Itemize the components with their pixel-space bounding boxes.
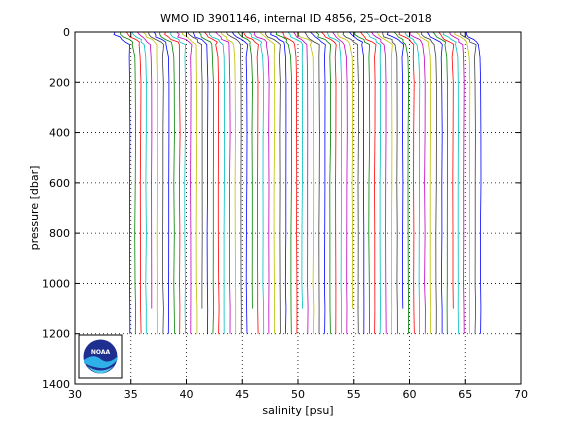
grid-lines: [75, 32, 521, 384]
profile-line: [137, 31, 153, 309]
x-tick-label: 55: [347, 388, 361, 401]
profile-line: [360, 31, 377, 334]
profile-line: [131, 31, 147, 334]
x-tick-label: 65: [458, 388, 472, 401]
y-tick-label: 800: [49, 227, 70, 240]
profile-line: [282, 31, 298, 334]
profile-line: [449, 31, 465, 334]
profile-line: [226, 31, 242, 334]
y-tick-label: 600: [49, 177, 70, 190]
y-tick-label: 1400: [42, 378, 70, 391]
profile-line: [125, 31, 142, 334]
profile-line: [421, 31, 437, 334]
profile-line: [438, 31, 455, 309]
profile-line: [442, 31, 459, 334]
profile-line: [215, 31, 231, 334]
x-tick-label: 50: [291, 388, 305, 401]
profile-line: [259, 31, 276, 334]
profile-line: [415, 31, 432, 334]
y-tick-label: 0: [63, 26, 70, 39]
chart-title: WMO ID 3901146, internal ID 4856, 25–Oct…: [160, 12, 432, 25]
profile-line: [208, 31, 225, 334]
y-tick-label: 400: [49, 127, 70, 140]
profile-line: [404, 31, 421, 334]
profile-line: [426, 31, 443, 334]
y-axis-label: pressure [dbar]: [28, 166, 41, 251]
profile-line: [326, 31, 343, 334]
profile-line: [153, 31, 170, 334]
profile-line: [148, 31, 165, 334]
x-tick-label: 60: [403, 388, 417, 401]
profile-line: [342, 31, 359, 334]
profile-line: [275, 31, 293, 334]
x-axis-label: salinity [psu]: [262, 404, 333, 417]
profile-line: [270, 31, 287, 334]
profile-line: [304, 31, 320, 334]
profile-line: [386, 31, 405, 309]
profile-line: [231, 31, 249, 334]
profile-line: [393, 31, 410, 334]
profile-line: [371, 31, 387, 334]
profile-line: [192, 31, 209, 334]
profile-line: [287, 31, 304, 309]
profile-line: [164, 31, 181, 334]
profile-line: [176, 31, 193, 334]
profile-line: [187, 31, 203, 309]
x-tick-label: 30: [68, 388, 82, 401]
noaa-logo-text: NOAA: [91, 349, 111, 356]
profile-line: [332, 31, 348, 334]
profile-line: [321, 31, 337, 334]
y-tick-label: 1000: [42, 277, 70, 290]
profile-line: [348, 31, 365, 334]
profile-line: [297, 31, 315, 334]
profile-line: [293, 31, 309, 334]
y-tick-label: 1200: [42, 328, 70, 341]
profile-line: [265, 32, 281, 334]
profile-line: [409, 31, 426, 334]
y-tick-label: 200: [49, 76, 70, 89]
profile-line: [398, 31, 415, 334]
profile-line: [354, 31, 371, 334]
profile-series: [113, 31, 482, 334]
profile-line: [376, 31, 393, 334]
profile-line: [365, 31, 382, 334]
profile-line: [220, 31, 237, 334]
profile-line: [253, 31, 270, 334]
profile-line: [170, 31, 186, 334]
x-tick-label: 70: [514, 388, 528, 401]
noaa-logo: NOAA: [78, 334, 123, 379]
profile-line: [181, 31, 198, 334]
profile-line: [315, 31, 332, 334]
profile-line: [198, 31, 215, 334]
profile-line: [248, 31, 265, 334]
profile-line: [465, 31, 482, 334]
profile-line: [382, 31, 398, 334]
profile-line: [243, 31, 259, 334]
profile-line: [142, 31, 159, 334]
profile-line: [310, 31, 326, 334]
profile-line: [120, 32, 136, 334]
profile-line: [460, 31, 477, 334]
x-tick-label: 45: [235, 388, 249, 401]
axis-ticks: 30 35 40 45 50 55 60 65 70 0 200 400 600 800 1000 1200 1…: [42, 26, 528, 401]
profile-line: [432, 31, 449, 334]
profile-line: [113, 31, 131, 334]
x-tick-label: 35: [124, 388, 138, 401]
profile-line: [454, 31, 471, 334]
noaa-logo-circle: [83, 339, 118, 374]
profile-line: [337, 31, 354, 309]
x-tick-label: 40: [180, 388, 194, 401]
profile-line: [159, 32, 175, 334]
noaa-logo-bird-icon: [84, 356, 118, 369]
profile-line: [204, 31, 220, 334]
